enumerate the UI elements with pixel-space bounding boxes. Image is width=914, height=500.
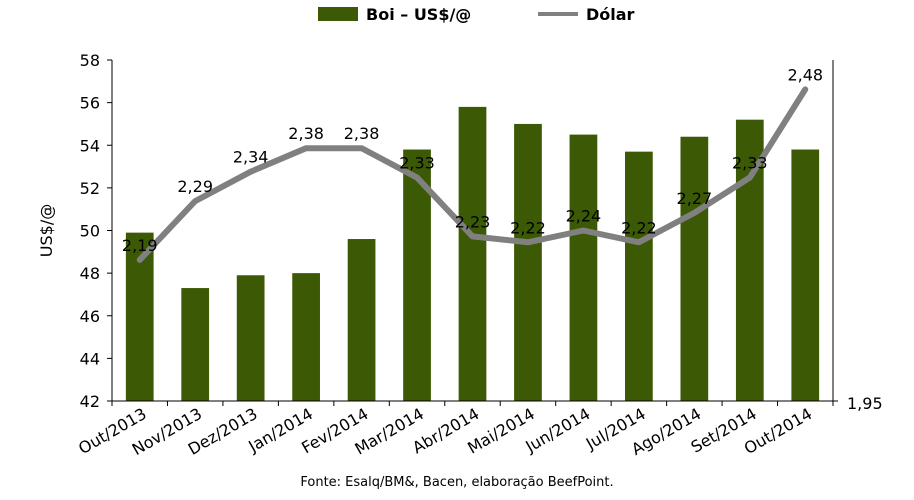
- y2-tick-label: 1,95: [847, 394, 883, 413]
- bar-Ago/2014: [680, 136, 709, 401]
- dolar-data-label: 2,38: [288, 124, 324, 143]
- bar-Fev/2014: [347, 239, 376, 401]
- y-tick-label: 50: [80, 222, 100, 241]
- dolar-data-label: 2,22: [510, 218, 546, 237]
- dolar-data-label: 2,24: [566, 207, 602, 226]
- dolar-data-label: 2,22: [621, 218, 657, 237]
- bar-Jan/2014: [292, 273, 320, 401]
- bar-Out/2014: [791, 149, 820, 401]
- y-axis-title: US$/@: [37, 204, 56, 257]
- dolar-line: [136, 86, 809, 263]
- y-tick-label: 56: [80, 94, 100, 113]
- dolar-data-label: 2,34: [233, 148, 269, 167]
- legend-line-label: Dólar: [586, 5, 635, 24]
- y-tick-label: 42: [80, 392, 100, 411]
- dolar-data-label: 2,33: [399, 154, 435, 173]
- bar-Mai/2014: [514, 123, 542, 401]
- dolar-data-label: 2,33: [732, 154, 768, 173]
- dolar-data-label: 2,23: [455, 212, 491, 231]
- bar-Jul/2014: [625, 151, 653, 401]
- bar-Nov/2013: [181, 288, 210, 401]
- y-tick-label: 54: [80, 136, 100, 155]
- dolar-data-label: 2,48: [787, 65, 823, 84]
- y-tick-label: 46: [80, 307, 100, 326]
- bar-Dez/2013: [236, 275, 265, 401]
- dolar-data-label: 2,38: [344, 124, 380, 143]
- y-tick-label: 48: [80, 264, 100, 283]
- dolar-data-label: 2,29: [177, 177, 213, 196]
- bar-Abr/2014: [458, 106, 487, 401]
- legend-bar-swatch: [318, 7, 358, 21]
- dolar-data-label: 2,27: [677, 189, 713, 208]
- y-tick-label: 58: [80, 51, 100, 70]
- y-tick-label: 44: [80, 349, 100, 368]
- dolar-data-label: 2,19: [122, 236, 158, 255]
- y-tick-label: 52: [80, 179, 100, 198]
- legend-bar-label: Boi – US$/@: [366, 5, 471, 24]
- source-caption: Fonte: Esalq/BM&, Bacen, elaboração Beef…: [300, 475, 614, 490]
- bar-Jun/2014: [569, 134, 598, 401]
